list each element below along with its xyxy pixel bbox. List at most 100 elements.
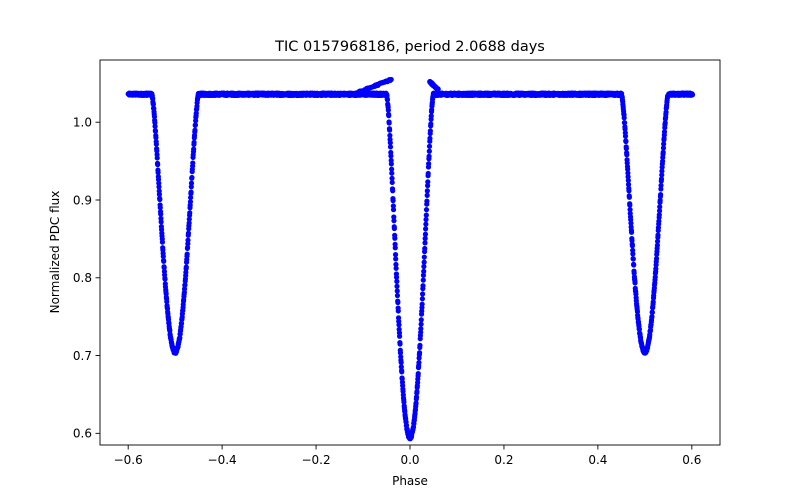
data-point bbox=[626, 188, 632, 194]
x-tick-label: −0.2 bbox=[301, 453, 330, 467]
data-point bbox=[427, 128, 433, 134]
data-point bbox=[183, 264, 189, 270]
data-point bbox=[159, 239, 166, 245]
data-point bbox=[416, 355, 422, 361]
data-point bbox=[428, 121, 434, 127]
data-point bbox=[423, 226, 429, 232]
data-point bbox=[396, 318, 402, 324]
chart-title: TIC 0157968186, period 2.0688 days bbox=[274, 39, 545, 55]
data-point bbox=[661, 129, 668, 135]
data-point bbox=[622, 126, 628, 132]
data-point bbox=[660, 154, 666, 160]
data-point bbox=[619, 97, 626, 103]
data-point bbox=[658, 182, 664, 189]
y-tick-label: 0.9 bbox=[73, 193, 92, 207]
data-point bbox=[411, 421, 417, 427]
data-point bbox=[658, 176, 665, 182]
data-point bbox=[627, 210, 633, 217]
data-point bbox=[421, 263, 427, 270]
data-point bbox=[150, 101, 156, 108]
data-point bbox=[188, 194, 194, 201]
data-point bbox=[389, 170, 395, 176]
data-point bbox=[414, 388, 420, 395]
data-point bbox=[417, 332, 424, 339]
data-point bbox=[623, 146, 629, 152]
data-point bbox=[398, 364, 404, 370]
data-point bbox=[180, 301, 186, 308]
data-point bbox=[658, 191, 664, 198]
data-point bbox=[390, 198, 396, 204]
data-point bbox=[386, 120, 392, 126]
data-point bbox=[418, 326, 424, 332]
data-point bbox=[162, 276, 168, 282]
data-point bbox=[625, 166, 631, 172]
data-point bbox=[421, 268, 427, 274]
data-point bbox=[151, 106, 157, 112]
y-tick-label: 1.0 bbox=[73, 116, 92, 130]
x-tick-label: 0.2 bbox=[494, 453, 513, 467]
data-point bbox=[656, 212, 662, 218]
data-point bbox=[634, 306, 640, 313]
data-point bbox=[177, 331, 183, 337]
data-point bbox=[388, 161, 394, 167]
data-point bbox=[391, 225, 397, 232]
data-point bbox=[659, 172, 665, 178]
data-point bbox=[622, 120, 628, 126]
data-point bbox=[632, 280, 638, 286]
data-point bbox=[661, 135, 667, 141]
data-point bbox=[657, 197, 663, 203]
data-point bbox=[396, 333, 403, 339]
data-point bbox=[155, 176, 162, 183]
data-point bbox=[159, 233, 165, 239]
data-point bbox=[426, 148, 432, 154]
data-point bbox=[664, 102, 670, 108]
y-tick-label: 0.8 bbox=[73, 271, 92, 285]
data-point bbox=[192, 122, 198, 128]
data-point bbox=[413, 394, 420, 400]
data-point bbox=[401, 405, 407, 411]
data-point bbox=[654, 251, 660, 258]
data-point bbox=[187, 210, 193, 216]
data-point bbox=[194, 100, 200, 106]
data-point bbox=[663, 111, 669, 117]
y-tick-label: 0.6 bbox=[73, 427, 92, 441]
data-point bbox=[155, 162, 161, 168]
data-point bbox=[189, 166, 195, 172]
data-point bbox=[388, 153, 394, 159]
data-point bbox=[400, 395, 407, 401]
data-point bbox=[661, 141, 667, 147]
data-point bbox=[392, 235, 398, 241]
data-point bbox=[390, 203, 396, 209]
data-point bbox=[164, 299, 170, 305]
data-point bbox=[387, 136, 393, 143]
data-point bbox=[623, 138, 629, 145]
data-point bbox=[152, 117, 158, 123]
data-point bbox=[394, 283, 400, 289]
data-point bbox=[648, 322, 654, 328]
data-point bbox=[153, 135, 159, 141]
data-point bbox=[193, 114, 199, 120]
data-point bbox=[662, 122, 668, 128]
data-point bbox=[400, 388, 406, 395]
data-point bbox=[385, 102, 391, 108]
data-point bbox=[384, 97, 391, 103]
x-tick-label: −0.4 bbox=[208, 453, 237, 467]
data-point bbox=[158, 219, 164, 225]
data-point bbox=[422, 231, 429, 237]
data-point bbox=[191, 139, 197, 145]
data-point bbox=[651, 287, 657, 293]
data-point bbox=[161, 258, 167, 264]
data-point bbox=[420, 277, 426, 283]
data-point bbox=[650, 303, 656, 310]
data-point bbox=[151, 111, 157, 117]
data-point bbox=[628, 217, 634, 223]
data-point bbox=[391, 218, 397, 224]
data-point bbox=[647, 328, 653, 334]
data-point bbox=[660, 145, 667, 151]
data-point bbox=[152, 128, 159, 135]
data-point bbox=[622, 133, 629, 139]
data-point bbox=[620, 106, 626, 112]
data-point bbox=[655, 232, 661, 238]
data-point bbox=[180, 307, 186, 313]
data-point bbox=[630, 256, 636, 262]
